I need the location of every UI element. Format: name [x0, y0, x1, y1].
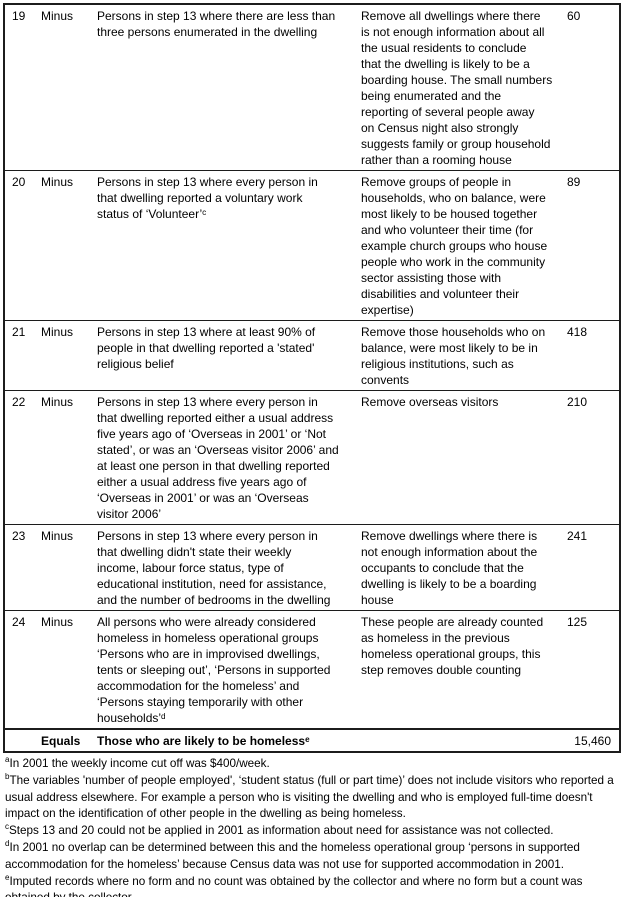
- reason-cell: Remove dwellings where there is not enou…: [360, 524, 562, 611]
- operation-cell: Minus: [37, 390, 92, 525]
- step-number-cell: 19: [12, 9, 26, 23]
- footnote-marker: d: [5, 839, 10, 849]
- step-number-cell: 21: [4, 320, 37, 391]
- footnote-text: Steps 13 and 20 could not be applied in …: [9, 824, 554, 838]
- step-number-cell: 24: [4, 610, 37, 729]
- value-cell: 89: [562, 170, 620, 321]
- step-number-cell: 20: [4, 170, 37, 321]
- description-cell: Persons in step 13 where at least 90% of…: [92, 320, 360, 391]
- value-cell: 125: [562, 610, 620, 729]
- table-row-step-22: 22 Minus Persons in step 13 where every …: [4, 390, 620, 525]
- reason-cell: Remove overseas visitors: [360, 390, 562, 525]
- footnote-b: bThe variables 'number of people employe…: [5, 771, 616, 823]
- table-row-step-19: 19 Minus Persons in step 13 where there …: [4, 4, 620, 171]
- footnote-marker: e: [5, 872, 10, 882]
- table-row-step-24: 24 Minus All persons who were already co…: [4, 610, 620, 729]
- footnote-text: Imputed records where no form and no cou…: [5, 874, 583, 897]
- reason-cell: Remove those households who on balance, …: [360, 320, 562, 391]
- operation-cell: Minus: [37, 170, 92, 321]
- table-row-step-20: 20 Minus Persons in step 13 where every …: [4, 170, 620, 321]
- footnote-c: cSteps 13 and 20 could not be applied in…: [5, 823, 616, 840]
- reason-cell: These people are already counted as home…: [360, 610, 562, 729]
- reason-cell: Remove groups of people in households, w…: [360, 170, 562, 321]
- description-cell: Persons in step 13 where every person in…: [92, 524, 360, 611]
- total-label-cell: Those who are likely to be homelessᵉ: [92, 728, 562, 752]
- operation-cell: Equals: [37, 728, 92, 752]
- footnote-text: In 2001 no overlap can be determined bet…: [5, 840, 580, 871]
- footnotes-section: aIn 2001 the weekly income cut off was $…: [3, 753, 619, 897]
- footnote-a: aIn 2001 the weekly income cut off was $…: [5, 756, 616, 773]
- step-number-cell: 23: [4, 524, 37, 611]
- value-cell: 241: [562, 524, 620, 611]
- footnote-marker: b: [5, 771, 10, 781]
- total-value-cell: 15,460: [562, 728, 620, 752]
- reason-cell: Remove all dwellings where there is not …: [361, 9, 553, 167]
- description-cell: Persons in step 13 where every person in…: [92, 390, 360, 525]
- description-cell: Persons in step 13 where there are less …: [97, 9, 336, 39]
- description-cell: All persons who were already considered …: [92, 610, 360, 729]
- homeless-estimation-steps-table: 19 Minus Persons in step 13 where there …: [3, 3, 621, 753]
- footnote-marker: a: [5, 755, 10, 765]
- value-cell: 210: [562, 390, 620, 525]
- table-row-step-23: 23 Minus Persons in step 13 where every …: [4, 524, 620, 611]
- operation-cell: Minus: [37, 610, 92, 729]
- operation-cell: Minus: [37, 320, 92, 391]
- description-cell: Persons in step 13 where every person in…: [92, 170, 360, 321]
- footnote-e: eImputed records where no form and no co…: [5, 872, 616, 897]
- footnote-text: The variables 'number of people employed…: [5, 773, 614, 821]
- value-cell: 60: [567, 9, 581, 23]
- step-number-cell: [4, 728, 37, 752]
- footnote-marker: c: [5, 822, 9, 832]
- table-row-step-21: 21 Minus Persons in step 13 where at lea…: [4, 320, 620, 391]
- value-cell: 418: [562, 320, 620, 391]
- total-row: Equals Those who are likely to be homele…: [4, 728, 620, 752]
- footnote-d: dIn 2001 no overlap can be determined be…: [5, 840, 616, 874]
- operation-cell: Minus: [41, 9, 74, 23]
- step-number-cell: 22: [4, 390, 37, 525]
- operation-cell: Minus: [37, 524, 92, 611]
- footnote-text: In 2001 the weekly income cut off was $4…: [9, 757, 270, 770]
